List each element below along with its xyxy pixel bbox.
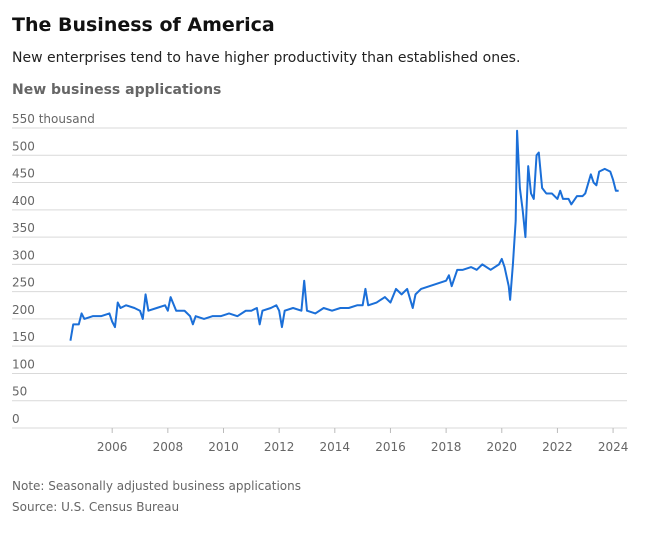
x-tick-label: 2016 (375, 440, 406, 454)
x-tick-label: 2018 (431, 440, 462, 454)
source: Source: U.S. Census Bureau (12, 500, 179, 514)
y-tick-label: 500 (12, 139, 35, 153)
x-tick-label: 2020 (487, 440, 518, 454)
x-tick-label: 2012 (264, 440, 295, 454)
x-tick-label: 2022 (542, 440, 573, 454)
y-tick-label: 200 (12, 303, 35, 317)
y-tick-label: 350 (12, 221, 35, 235)
subtitle: New enterprises tend to have higher prod… (12, 50, 520, 66)
note: Note: Seasonally adjusted business appli… (12, 479, 301, 493)
x-tick-label: 2006 (97, 440, 128, 454)
y-tick-label: 400 (12, 194, 35, 208)
y-tick-label: 300 (12, 248, 35, 262)
y-tick-label: 250 (12, 276, 35, 290)
y-tick-label: 50 (12, 385, 27, 399)
x-tick-label: 2024 (598, 440, 629, 454)
y-tick-label: 100 (12, 357, 35, 371)
data-line (69, 129, 619, 341)
chart-title: The Business of America (12, 14, 275, 36)
x-tick-label: 2010 (208, 440, 239, 454)
chart-heading: New business applications (12, 82, 221, 98)
x-tick-label: 2014 (320, 440, 351, 454)
y-tick-label: 0 (12, 412, 20, 426)
y-tick-label: 550 thousand (12, 112, 95, 126)
y-tick-label: 450 (12, 167, 35, 181)
x-tick-label: 2008 (153, 440, 184, 454)
y-tick-label: 150 (12, 330, 35, 344)
